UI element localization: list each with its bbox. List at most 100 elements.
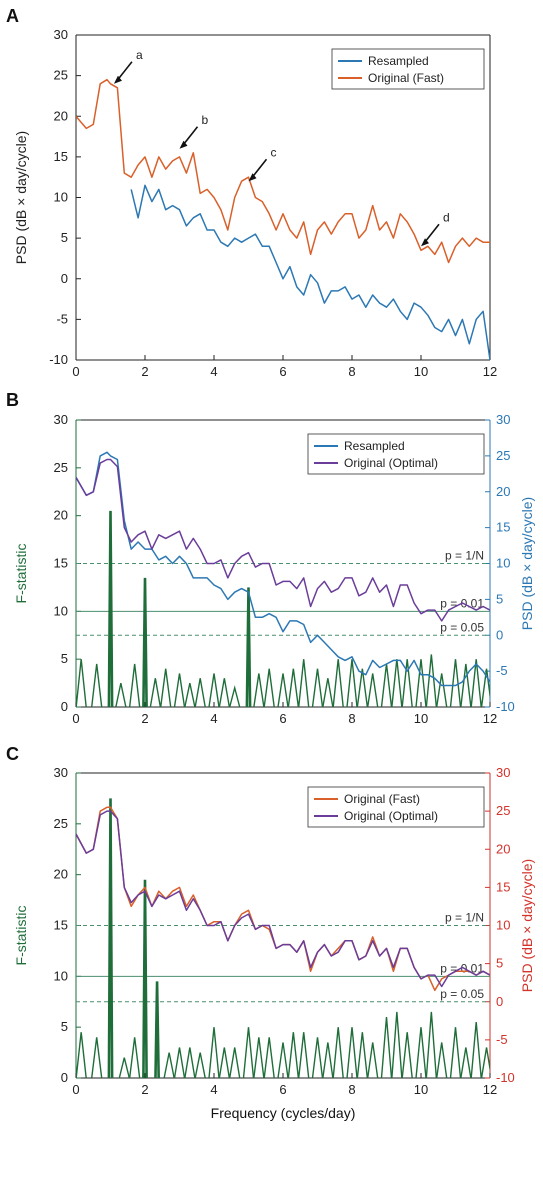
y-right-axis-label: PSD (dB × day/cycle) bbox=[519, 859, 535, 992]
psd-series-group bbox=[76, 806, 490, 992]
x-tick-label: 8 bbox=[348, 711, 355, 726]
fstat-peak bbox=[346, 1027, 358, 1078]
fstat-series bbox=[76, 510, 490, 707]
fstat-peak bbox=[184, 682, 196, 707]
y-right-tick-label: 30 bbox=[496, 412, 510, 427]
y-left-tick-label: 10 bbox=[54, 968, 68, 983]
y-left-tick-label: 30 bbox=[54, 765, 68, 780]
fstat-peak bbox=[128, 1037, 141, 1078]
y-left-tick-label: 20 bbox=[54, 508, 68, 523]
legend-label: Original (Optimal) bbox=[344, 809, 438, 823]
fstat-peak bbox=[391, 659, 403, 707]
y-left-tick-label: 5 bbox=[61, 1019, 68, 1034]
y-left-axis-label: F-statistic bbox=[13, 544, 29, 604]
threshold-label: p = 1/N bbox=[445, 911, 484, 925]
x-tick-label: 12 bbox=[483, 1082, 497, 1097]
legend-label: Original (Fast) bbox=[344, 792, 420, 806]
fstat-peak bbox=[76, 1032, 87, 1078]
fstat-peak bbox=[184, 1047, 196, 1078]
fstat-peak bbox=[208, 1027, 220, 1078]
y-tick-label: -5 bbox=[56, 311, 68, 326]
fstat-peak bbox=[229, 1047, 241, 1078]
fstat-peak bbox=[480, 668, 490, 707]
psd-series-line bbox=[76, 810, 490, 988]
fstat-peak bbox=[391, 1011, 403, 1078]
y-tick-label: 10 bbox=[54, 190, 68, 205]
fstat-peak bbox=[142, 577, 148, 707]
y-left-tick-label: 15 bbox=[54, 556, 68, 571]
annotation-arrowhead bbox=[248, 173, 257, 182]
x-tick-label: 10 bbox=[414, 364, 428, 379]
fstat-peak bbox=[380, 663, 393, 707]
y-right-tick-label: 0 bbox=[496, 994, 503, 1009]
panel-letter: B bbox=[6, 390, 19, 410]
annotation-arrow bbox=[250, 158, 268, 179]
y-left-axis-label: F-statistic bbox=[13, 906, 29, 966]
panel-letter: A bbox=[6, 6, 19, 26]
fstat-peak bbox=[311, 668, 324, 707]
y-tick-label: 30 bbox=[54, 27, 68, 42]
y-right-tick-label: 10 bbox=[496, 918, 510, 933]
y-right-tick-label: 0 bbox=[496, 627, 503, 642]
panel-a: A 0 2 4 6 8 10 12 -10 -5 0 5 10 15 20 25 30 PSD (dB × day… bbox=[6, 6, 497, 379]
x-tick-label: 12 bbox=[483, 711, 497, 726]
fstat-peak bbox=[460, 1047, 472, 1078]
legend-label: Original (Fast) bbox=[368, 71, 444, 85]
fstat-peak bbox=[173, 1047, 186, 1078]
annotation-label: b bbox=[202, 113, 209, 127]
threshold-label: p = 0.01 bbox=[440, 961, 484, 975]
fstat-peak bbox=[118, 1057, 130, 1078]
fstat-peak bbox=[415, 1027, 427, 1078]
fstat-peak bbox=[470, 1022, 482, 1078]
fstat-peak bbox=[91, 1037, 103, 1078]
annotation-label: d bbox=[443, 210, 450, 224]
annotation-arrow bbox=[423, 223, 440, 244]
threshold-label: p = 0.05 bbox=[440, 620, 484, 634]
fstat-peak bbox=[91, 663, 103, 707]
x-tick-label: 0 bbox=[72, 711, 79, 726]
annotation-label: c bbox=[271, 145, 277, 159]
fstat-peak bbox=[263, 1037, 275, 1078]
fstat-peak bbox=[107, 510, 114, 707]
y-right-axis-label: PSD (dB × day/cycle) bbox=[519, 497, 535, 630]
legend-box bbox=[331, 48, 485, 90]
fstat-peak bbox=[242, 1027, 255, 1078]
fstat-peak bbox=[356, 668, 369, 707]
fstat-peak bbox=[415, 659, 427, 707]
fstat-peak bbox=[173, 673, 186, 707]
panel-c: C 0 2 4 6 8 10 12 0 5 10 15 20 25 30 -10 -5 0 5 10 15 20 25 30 F… bbox=[6, 744, 535, 1121]
threshold-label: p = 0.05 bbox=[440, 987, 484, 1001]
fstat-peak bbox=[163, 1052, 175, 1078]
x-tick-label: 4 bbox=[210, 364, 217, 379]
annotation-label: a bbox=[136, 48, 143, 62]
threshold-label: p = 1/N bbox=[445, 549, 484, 563]
fstat-peak bbox=[154, 981, 160, 1078]
panel-letter: C bbox=[6, 744, 19, 764]
y-right-tick-label: -10 bbox=[496, 699, 515, 714]
legend-box bbox=[307, 786, 485, 828]
fstat-peak bbox=[142, 879, 148, 1078]
legend-label: Resampled bbox=[344, 439, 405, 453]
y-right-tick-label: 5 bbox=[496, 591, 503, 606]
fstat-peak bbox=[160, 668, 172, 707]
x-tick-label: 10 bbox=[414, 711, 428, 726]
fstat-peak bbox=[208, 673, 220, 707]
y-right-tick-label: 25 bbox=[496, 803, 510, 818]
y-right-tick-label: 20 bbox=[496, 841, 510, 856]
fstat-peak bbox=[115, 682, 127, 707]
legend: Resampled Original (Fast) bbox=[331, 48, 485, 90]
fstat-peak bbox=[425, 654, 438, 707]
y-left-tick-label: 30 bbox=[54, 412, 68, 427]
legend: Original (Fast) Original (Optimal) bbox=[307, 786, 485, 828]
fstat-peak bbox=[322, 1042, 334, 1078]
x-tick-label: 12 bbox=[483, 364, 497, 379]
y-right-tick-label: -10 bbox=[496, 1070, 515, 1085]
annotation-arrowhead bbox=[421, 238, 429, 247]
fstat-peak bbox=[218, 1047, 231, 1078]
fstat-peak bbox=[128, 663, 141, 707]
fstat-peak bbox=[436, 1042, 448, 1078]
y-left-tick-label: 20 bbox=[54, 867, 68, 882]
y-tick-label: 15 bbox=[54, 149, 68, 164]
x-axis-label: Frequency (cycles/day) bbox=[211, 1105, 356, 1121]
psd-series-line bbox=[76, 806, 490, 992]
